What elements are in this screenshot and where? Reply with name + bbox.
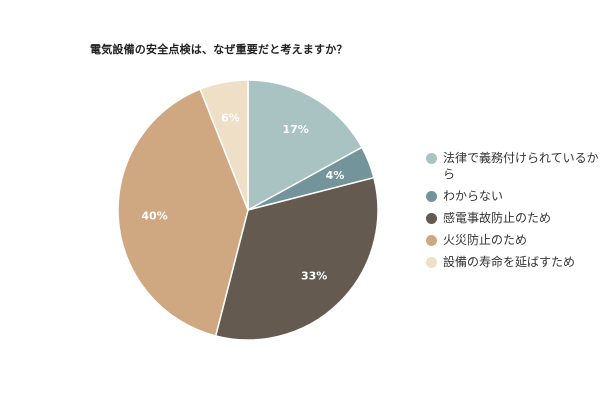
legend-item[interactable]: 火災防止のため [426, 232, 600, 248]
pie-slice-5[interactable] [199, 79, 249, 211]
slice-data-label-3: 33% [301, 270, 327, 283]
slice-data-label-2: 4% [326, 169, 345, 182]
legend-swatch-icon [426, 235, 437, 246]
legend-label: 感電事故防止のため [443, 211, 552, 225]
legend-label: 法律で義務付けられているから [443, 151, 599, 181]
legend-swatch-icon [426, 257, 437, 268]
legend-item[interactable]: 設備の寿命を延ばすため [426, 254, 600, 270]
legend-label: 設備の寿命を延ばすため [443, 255, 576, 269]
slice-data-label-5: 6% [221, 112, 240, 125]
pie-slice-1[interactable] [247, 79, 363, 212]
pie-slice-3[interactable] [214, 176, 379, 341]
legend-swatch-icon [426, 191, 437, 202]
legend-label: わからない [443, 189, 504, 203]
chart-title: 電気設備の安全点検は、なぜ重要だと考えますか？ [90, 43, 348, 56]
legend-item[interactable]: 感電事故防止のため [426, 210, 600, 226]
slice-data-label-1: 17% [282, 123, 308, 136]
pie-slice-4[interactable] [117, 88, 249, 337]
legend-swatch-icon [426, 153, 437, 164]
chart-legend: 法律で義務付けられているからわからない感電事故防止のため 火災防止のため設備の寿命… [426, 150, 600, 276]
legend-item[interactable]: わからない [426, 188, 600, 204]
slice-data-label-4: 40% [141, 209, 167, 222]
legend-swatch-icon [426, 213, 437, 224]
legend-label: 火災防止のため [443, 233, 528, 247]
legend-item[interactable]: 法律で義務付けられているから [426, 150, 600, 182]
